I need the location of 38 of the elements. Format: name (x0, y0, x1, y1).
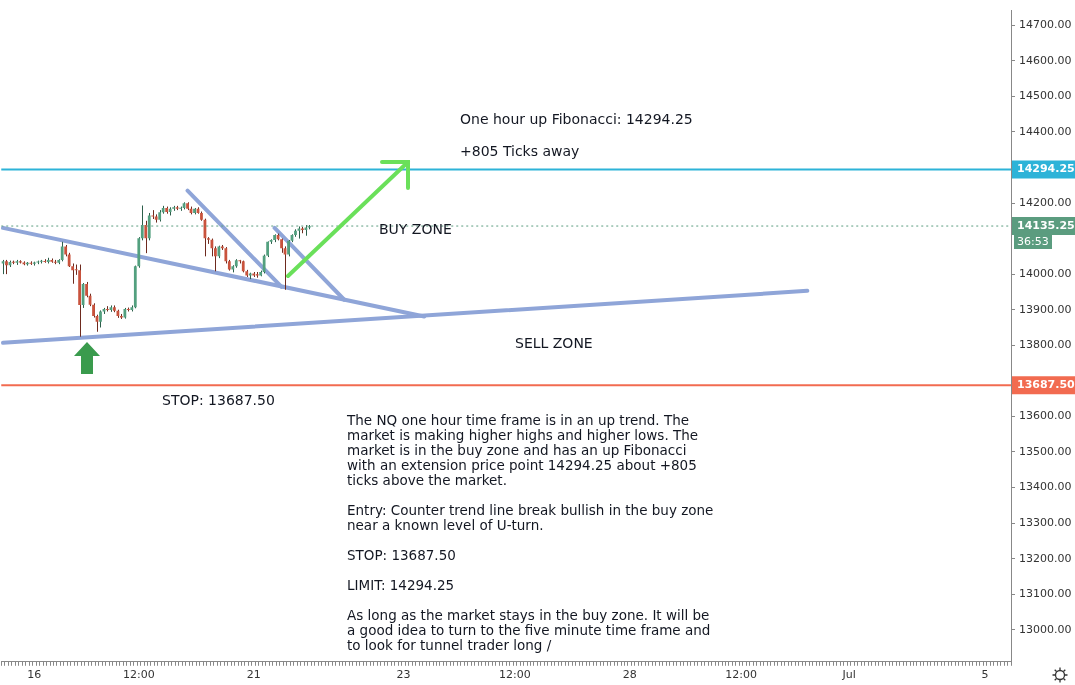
x-tick-label: 21 (246, 668, 261, 682)
y-tick-label: 13100.00 (1019, 587, 1072, 601)
x-tick-label: 5 (981, 668, 989, 682)
annotation: SELL ZONE (515, 335, 593, 351)
y-tick-label: 14600.00 (1019, 53, 1072, 67)
y-tick-label: 13300.00 (1019, 515, 1072, 529)
x-tick-label: 12:00 (725, 668, 758, 682)
text: 36:53 (1014, 234, 1052, 250)
x-tick-label: 12:00 (498, 668, 531, 682)
annotation: LIMIT: 14294.25 (347, 577, 456, 593)
annotation: BUY ZONE (379, 221, 452, 237)
annotation: Entry: Counter trend line break bullish in the buy zone near a known level of U-turn. (347, 502, 715, 533)
x-tick-label: 28 (622, 668, 637, 682)
y-tick-label: 13500.00 (1019, 444, 1072, 458)
y-tick-label: 14400.00 (1019, 124, 1072, 138)
annotation: The NQ one hour time frame is in an up trend. The market is making higher highs and higher lows. The market is in the buy zone and has an up Fibonacci with an extension price point 14294.25 about +805 ticks above the market. (347, 412, 700, 488)
y-tick-label: 13600.00 (1019, 409, 1072, 423)
ref-line-label: 13687.50 (1017, 378, 1075, 392)
annotation: +805 Ticks away (460, 143, 580, 159)
y-tick-label: 14000.00 (1019, 267, 1072, 280)
y-tick-label: 14700.00 (1019, 18, 1072, 32)
ref-line-label: 14135.25 (1017, 218, 1075, 232)
annotation: STOP: 13687.50 (347, 547, 457, 563)
y-tick-label: 14200.00 (1019, 195, 1072, 209)
annotation: STOP: 13687.50 (162, 392, 275, 408)
ref-line-label: 14294.25 (1017, 162, 1075, 176)
x-tick-label: 23 (396, 668, 411, 682)
y-tick-label: 13200.00 (1019, 551, 1072, 565)
y-tick-label: 13900.00 (1019, 302, 1072, 316)
x-tick-label: 12:00 (122, 668, 155, 682)
y-tick-label: 13400.00 (1019, 480, 1072, 494)
annotation: As long as the market stays in the buy zone. It will be a good idea to turn to the five minute time frame and to look for tunnel trader long / (347, 607, 712, 653)
x-tick-label: 16 (27, 668, 42, 682)
annotation: One hour up Fibonacci: 14294.25 (460, 111, 693, 127)
y-tick-label: 13000.00 (1019, 622, 1072, 636)
y-tick-label: 14500.00 (1019, 89, 1072, 103)
x-tick-label: Jul (841, 668, 856, 682)
y-tick-label: 13800.00 (1019, 338, 1072, 352)
